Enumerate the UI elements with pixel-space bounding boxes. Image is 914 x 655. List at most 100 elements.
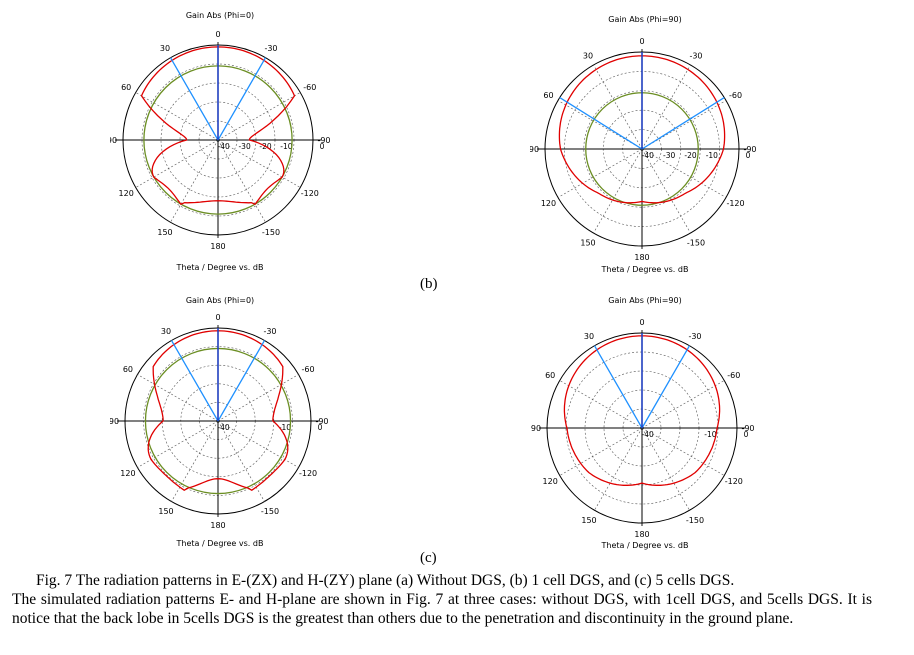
angle-tick-label: 150	[580, 239, 595, 248]
ring-tick-label: 0	[318, 423, 323, 432]
angle-tick-label: 120	[543, 477, 558, 486]
plot-title: Gain Abs (Phi=0)	[186, 296, 254, 305]
radiation-pattern-line	[147, 330, 289, 491]
angle-tick-label: 120	[120, 469, 135, 478]
angle-tick-label: -120	[726, 199, 744, 208]
grid-spoke	[641, 380, 725, 429]
angle-tick-label: -150	[686, 516, 704, 525]
grid-spoke	[594, 427, 643, 511]
beamwidth-line	[217, 57, 267, 141]
grid-spoke	[641, 64, 691, 150]
angle-tick-label: -60	[729, 91, 742, 100]
plot-title: Gain Abs (Phi=90)	[608, 15, 681, 24]
grid-spoke	[559, 380, 643, 429]
angle-tick-label: 30	[584, 332, 594, 341]
ring-tick-label: -10	[704, 430, 716, 439]
grid-spoke	[137, 374, 219, 422]
angle-tick-label: -60	[727, 371, 740, 380]
angle-tick-label: 90	[530, 145, 539, 154]
grid-spoke	[641, 148, 691, 234]
angle-tick-label: 60	[121, 83, 131, 92]
ring-tick-label: -10	[279, 423, 291, 432]
beamwidth-line	[217, 340, 266, 422]
angle-tick-label: -90	[741, 424, 754, 433]
angle-tick-label: 30	[161, 327, 171, 336]
angle-tick-label: 180	[210, 242, 225, 251]
plot-title: Gain Abs (Phi=0)	[186, 11, 254, 20]
grid-spoke	[593, 148, 643, 234]
radiation-pattern-line	[563, 335, 721, 486]
angle-tick-label: 180	[634, 253, 649, 262]
beamwidth-line	[641, 345, 691, 429]
angle-tick-label: 30	[160, 44, 170, 53]
grid-spoke	[559, 427, 643, 476]
ring-tick-label: -40	[642, 430, 654, 439]
beamwidth-line	[559, 97, 643, 150]
angle-tick-label: -150	[687, 239, 705, 248]
plot-c-left: Gain Abs (Phi=0) Theta / Degree vs. dB 0…	[109, 293, 330, 556]
angle-tick-label: -30	[264, 44, 277, 53]
angle-tick-label: 150	[157, 228, 172, 237]
angle-tick-label: -90	[743, 145, 756, 154]
angle-tick-label: -30	[689, 51, 702, 60]
angle-tick-label: 60	[543, 91, 553, 100]
angle-tick-label: 60	[123, 365, 133, 374]
ring-tick-label: -20	[684, 151, 696, 160]
plot-xlabel: Theta / Degree vs. dB	[176, 263, 264, 272]
angle-tick-label: -60	[303, 83, 316, 92]
subfigure-label-b: (b)	[420, 276, 438, 292]
ring-tick-label: 0	[744, 430, 749, 439]
angle-tick-label: 150	[581, 516, 596, 525]
angle-tick-label: 120	[541, 199, 556, 208]
polar-plot-b-phi90: Gain Abs (Phi=90) Theta / Degree vs. dB …	[529, 15, 757, 274]
angle-tick-label: -120	[301, 189, 319, 198]
plot-xlabel: Theta / Degree vs. dB	[601, 541, 689, 550]
angle-tick-label: -30	[263, 327, 276, 336]
grid-spoke	[641, 427, 690, 511]
polar-plot-c-phi90: Gain Abs (Phi=90) Theta / Degree vs. dB …	[531, 296, 755, 550]
ring-tick-label: 0	[320, 142, 325, 151]
grid-spoke	[593, 64, 643, 150]
angle-tick-label: 90	[110, 417, 119, 426]
angle-tick-label: 0	[215, 30, 220, 39]
ring-tick-label: -30	[238, 142, 250, 151]
beamwidth-line	[593, 345, 643, 429]
grid-spoke	[641, 148, 727, 198]
grid-spoke	[217, 374, 299, 422]
angle-tick-label: -90	[317, 136, 330, 145]
subfigure-label-c: (c)	[420, 550, 437, 566]
angle-tick-label: 0	[639, 318, 644, 327]
ring-tick-label: 0	[746, 151, 751, 160]
angle-tick-label: -150	[262, 228, 280, 237]
ring-tick-label: -40	[218, 142, 230, 151]
ring-tick-label: -10	[706, 151, 718, 160]
angle-tick-label: 60	[545, 371, 555, 380]
plot-xlabel: Theta / Degree vs. dB	[601, 265, 689, 274]
angle-tick-label: 150	[158, 507, 173, 516]
figure-caption-line: Fig. 7 The radiation patterns in E-(ZX) …	[36, 572, 735, 589]
grid-spoke	[217, 420, 265, 502]
figure-caption: Fig. 7 The radiation patterns in E-(ZX) …	[12, 571, 872, 628]
angle-tick-label: -30	[688, 332, 701, 341]
radiation-pattern-line	[558, 55, 726, 204]
grid-spoke	[557, 148, 643, 198]
plot-c-right: Gain Abs (Phi=90) Theta / Degree vs. dB …	[530, 293, 760, 556]
angle-tick-label: 180	[634, 530, 649, 539]
grid-spoke	[171, 420, 219, 502]
angle-tick-label: 30	[583, 51, 593, 60]
beamwidth-line	[170, 340, 219, 422]
angle-tick-label: 90	[531, 424, 541, 433]
plot-b-right: Gain Abs (Phi=90) Theta / Degree vs. dB …	[529, 12, 760, 285]
radiation-pattern-line	[140, 46, 296, 205]
ring-tick-label: -40	[217, 423, 229, 432]
angle-tick-label: -120	[725, 477, 743, 486]
angle-tick-label: 0	[215, 313, 220, 322]
angle-tick-label: 180	[210, 521, 225, 530]
plot-xlabel: Theta / Degree vs. dB	[176, 539, 264, 548]
ring-tick-label: -10	[280, 142, 292, 151]
angle-tick-label: 120	[119, 189, 134, 198]
angle-tick-label: -60	[302, 365, 315, 374]
beamwidth-line	[641, 97, 725, 150]
angle-tick-label: -120	[299, 469, 317, 478]
angle-tick-label: 0	[639, 37, 644, 46]
